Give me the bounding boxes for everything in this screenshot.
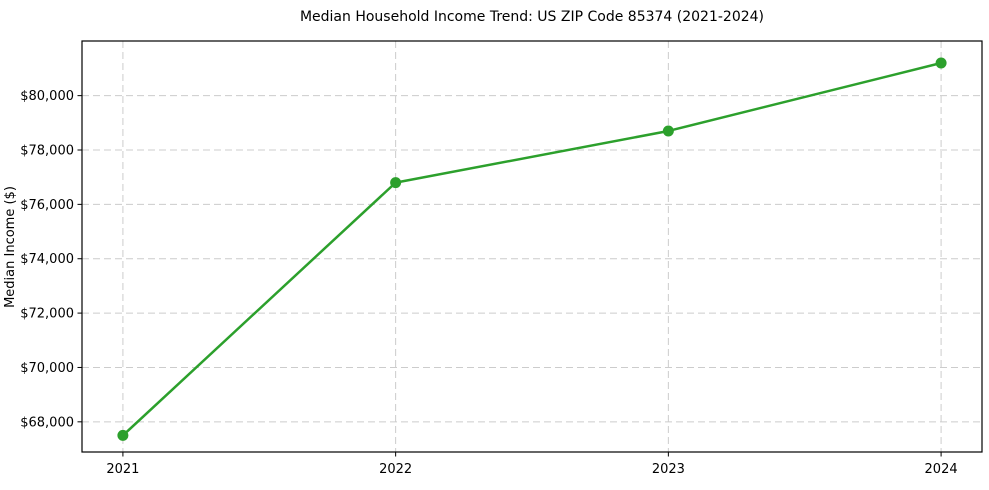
x-tick-label: 2021 [106, 462, 139, 477]
y-tick-label: $74,000 [20, 252, 74, 267]
grid-layer [82, 41, 982, 452]
data-point [662, 125, 674, 137]
y-tick-label: $72,000 [20, 307, 74, 322]
y-tick-label: $78,000 [20, 144, 74, 159]
data-point [117, 429, 129, 441]
data-point [935, 57, 947, 69]
trend-line [121, 61, 943, 437]
y-tick-label: $80,000 [20, 89, 74, 104]
chart-title: Median Household Income Trend: US ZIP Co… [300, 9, 764, 25]
y-axis-label: Median Income ($) [3, 186, 18, 308]
x-tick-label: 2022 [379, 462, 412, 477]
plot-border [81, 40, 983, 453]
axes-layer [77, 40, 983, 457]
y-tick-label: $70,000 [20, 361, 74, 376]
tick-label-layer: $68,000 $70,000 $72,000 $74,000 $76,000 $78,0… [20, 89, 957, 477]
y-tick-label: $76,000 [20, 198, 74, 213]
x-tick-label: 2024 [925, 462, 958, 477]
data-point [390, 177, 402, 189]
y-tick-label: $68,000 [20, 415, 74, 430]
series-layer [117, 57, 947, 441]
x-tick-label: 2023 [652, 462, 685, 477]
